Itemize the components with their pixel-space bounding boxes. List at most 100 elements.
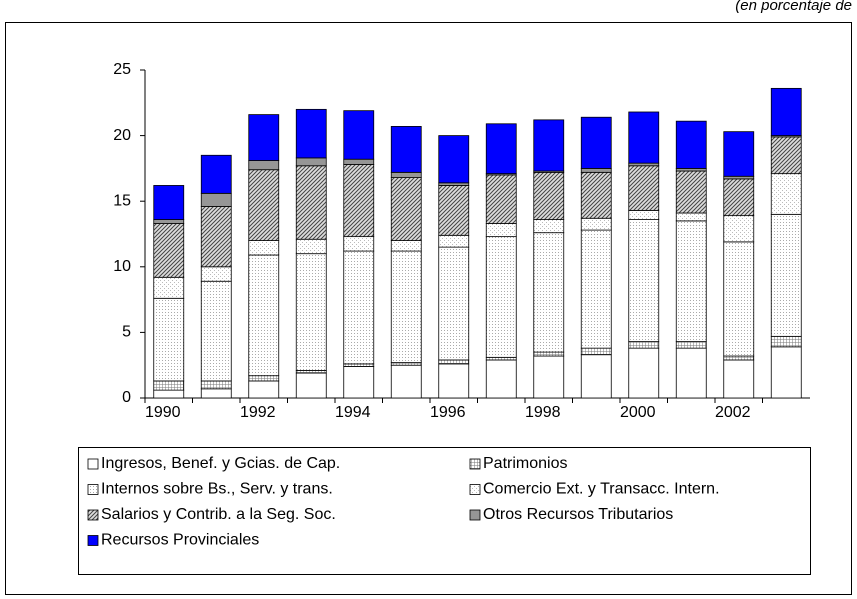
- bar-segment: [438, 363, 470, 399]
- bar-segment: [153, 223, 185, 278]
- x-tick-label: 2000: [620, 404, 656, 421]
- bar-segment: [580, 354, 612, 399]
- bar-segment: [248, 254, 280, 377]
- bar-segment: [438, 234, 470, 248]
- bar-segment: [723, 215, 755, 243]
- legend-label: Internos sobre Bs., Serv. y trans.: [101, 481, 333, 498]
- bar-segment: [580, 171, 612, 219]
- bar-segment: [770, 87, 802, 136]
- bar-segment: [153, 297, 185, 382]
- bar-segment: [200, 388, 232, 399]
- legend-swatch: [469, 484, 481, 495]
- y-tick-label: 5: [122, 324, 131, 341]
- bar-segment: [628, 219, 660, 342]
- y-tick-label: 10: [113, 258, 131, 275]
- legend-swatch: [469, 509, 481, 521]
- bar-segment: [438, 185, 470, 236]
- bar-segment: [628, 341, 660, 349]
- bar-segment: [343, 366, 375, 399]
- bar-segment: [295, 253, 327, 371]
- bar-segment: [580, 116, 612, 169]
- bar-segment: [723, 241, 755, 357]
- bar-segment: [390, 250, 422, 363]
- bar-segment: [485, 359, 517, 399]
- bar-segment: [723, 355, 755, 361]
- bar-segment: [485, 174, 517, 224]
- bar-segment: [390, 171, 422, 178]
- bar-segment: [533, 219, 565, 234]
- bar-segment: [485, 223, 517, 238]
- bar-segment: [533, 171, 565, 220]
- bar-segment: [533, 119, 565, 172]
- bar-segment: [580, 167, 612, 173]
- bar-segment: [200, 266, 232, 282]
- bar-segment: [200, 154, 232, 194]
- bar-segment: [295, 238, 327, 255]
- bar-segment: [770, 173, 802, 215]
- bar-segment: [628, 111, 660, 164]
- bar-segment: [533, 355, 565, 399]
- bar-segment: [628, 209, 660, 220]
- bar-segment: [153, 389, 185, 399]
- bar-segment: [628, 165, 660, 211]
- legend-swatch: [87, 535, 99, 546]
- bar-segment: [770, 346, 802, 399]
- legend-swatch: [87, 484, 99, 495]
- x-tick-label: 1990: [145, 404, 181, 421]
- bar-segment: [153, 276, 185, 299]
- bar-segment: [200, 280, 232, 382]
- y-tick-label: 20: [113, 127, 131, 144]
- bar-segment: [675, 212, 707, 222]
- bar-segment: [438, 359, 470, 365]
- y-tick-label: 0: [122, 389, 131, 406]
- bar-segment: [723, 359, 755, 399]
- frame: [5, 22, 852, 595]
- bar-segment: [153, 219, 185, 224]
- bar-segment: [675, 347, 707, 399]
- bar-segment: [770, 213, 802, 337]
- bar-segment: [580, 347, 612, 356]
- bar-segment: [390, 364, 422, 399]
- legend-label: Salarios y Contrib. a la Seg. Soc.: [101, 506, 336, 523]
- bar-segment: [675, 170, 707, 214]
- bar-segment: [580, 229, 612, 349]
- bar-segment: [390, 126, 422, 173]
- bar-segment: [153, 185, 185, 220]
- bar-segment: [295, 157, 327, 167]
- bar-segment: [533, 232, 565, 353]
- bar-segment: [485, 236, 517, 358]
- bar-segment: [248, 114, 280, 161]
- bar-segment: [343, 110, 375, 160]
- bar-segment: [248, 380, 280, 399]
- note: (en porcentaje de: [735, 0, 852, 14]
- bar-segment: [248, 160, 280, 171]
- y-tick-label: 15: [113, 192, 131, 209]
- bar-segment: [343, 250, 375, 365]
- bar-segment: [675, 341, 707, 349]
- legend-box: [78, 447, 811, 575]
- legend-swatch: [87, 509, 99, 521]
- bar-segment: [295, 372, 327, 399]
- bar-segment: [295, 108, 327, 159]
- bar-segment: [390, 240, 422, 252]
- bar-segment: [200, 206, 232, 268]
- bar-segment: [438, 135, 470, 184]
- bar-segment: [295, 165, 327, 240]
- legend-label: Otros Recursos Tributarios: [483, 506, 673, 523]
- bar-segment: [485, 123, 517, 175]
- x-tick-label: 1994: [335, 404, 371, 421]
- x-tick-label: 1996: [430, 404, 466, 421]
- bar-segment: [580, 217, 612, 231]
- x-tick-label: 1992: [240, 404, 276, 421]
- bar-segment: [533, 351, 565, 357]
- bar-segment: [200, 380, 232, 390]
- bar-segment: [675, 220, 707, 342]
- bar-segment: [628, 347, 660, 399]
- legend-label: Comercio Ext. y Transacc. Intern.: [483, 481, 720, 498]
- bar-segment: [343, 236, 375, 252]
- bar-segment: [770, 335, 802, 348]
- bar-segment: [248, 169, 280, 241]
- bar-segment: [723, 131, 755, 177]
- legend-label: Recursos Provinciales: [101, 532, 259, 549]
- legend-label: Patrimonios: [483, 455, 567, 472]
